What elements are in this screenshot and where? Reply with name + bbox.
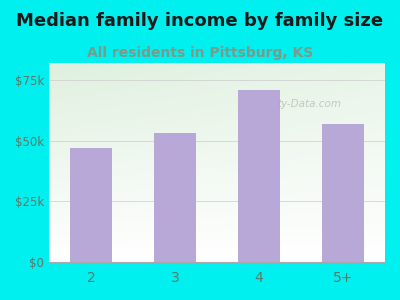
Bar	[154, 134, 196, 262]
Bar	[70, 148, 112, 262]
Text: All residents in Pittsburg, KS: All residents in Pittsburg, KS	[87, 46, 313, 61]
Bar	[238, 90, 280, 262]
Text: ty-Data.com: ty-Data.com	[278, 99, 342, 109]
Text: Median family income by family size: Median family income by family size	[16, 12, 384, 30]
Bar	[322, 124, 364, 262]
